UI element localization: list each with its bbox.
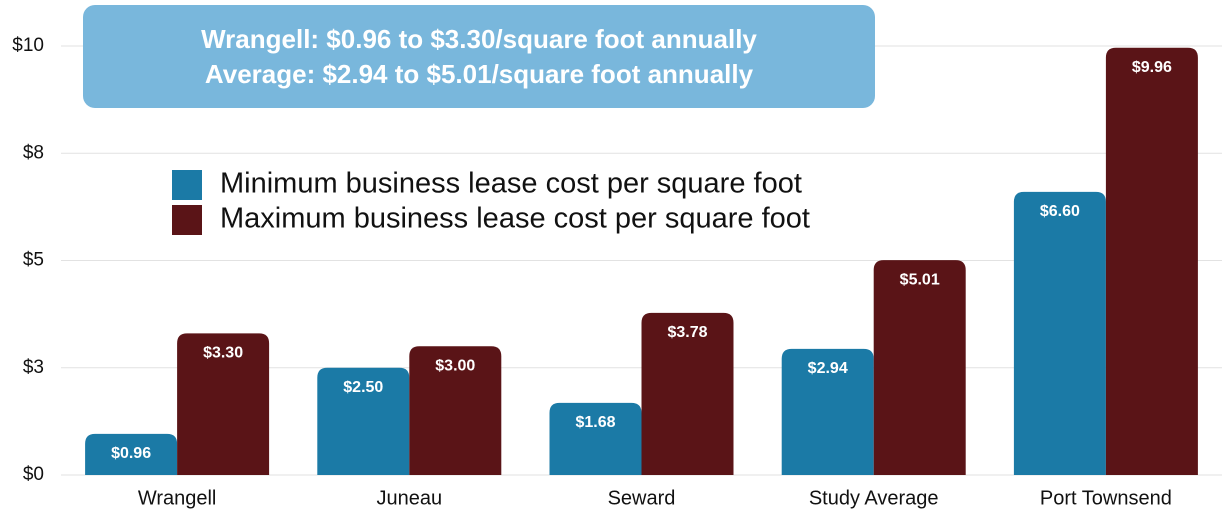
y-tick-label: $10: [12, 35, 44, 56]
data-label: $0.96: [111, 445, 151, 462]
bar: [409, 346, 502, 475]
x-tick-label: Juneau: [376, 487, 442, 509]
data-label: $5.01: [900, 271, 940, 288]
annotation-box: [83, 5, 875, 108]
data-label: $9.96: [1132, 59, 1172, 76]
bar: [873, 260, 966, 475]
data-label: $3.78: [667, 324, 707, 341]
legend-swatch: [172, 170, 202, 200]
x-tick-label: Study Average: [809, 487, 939, 509]
x-tick-label: Seward: [608, 487, 676, 509]
data-label: $3.30: [203, 345, 243, 362]
bar: [641, 312, 734, 475]
y-tick-label: $5: [23, 250, 44, 271]
legend-label: Maximum business lease cost per square f…: [220, 203, 810, 235]
bar: [177, 333, 270, 475]
bar: [1013, 191, 1106, 476]
data-label: $2.50: [343, 379, 383, 396]
data-label: $2.94: [808, 360, 848, 377]
bar: [317, 367, 410, 475]
bar: [85, 433, 178, 475]
bar: [549, 402, 642, 475]
annotation: Wrangell: $0.96 to $3.30/square foot ann…: [201, 24, 757, 54]
annotation: Average: $2.94 to $5.01/square foot annu…: [205, 59, 754, 89]
x-tick-label: Port Townsend: [1040, 487, 1172, 509]
bar: [781, 348, 874, 475]
data-label: $6.60: [1040, 203, 1080, 220]
legend-label: Minimum business lease cost per square f…: [220, 168, 802, 200]
y-tick-label: $0: [23, 464, 44, 485]
bar: [1105, 47, 1198, 475]
y-tick-label: $3: [23, 357, 44, 378]
x-tick-label: Wrangell: [138, 487, 217, 509]
data-label: $1.68: [575, 414, 615, 431]
legend-swatch: [172, 205, 202, 235]
data-label: $3.00: [435, 358, 475, 375]
y-tick-label: $8: [23, 142, 44, 163]
